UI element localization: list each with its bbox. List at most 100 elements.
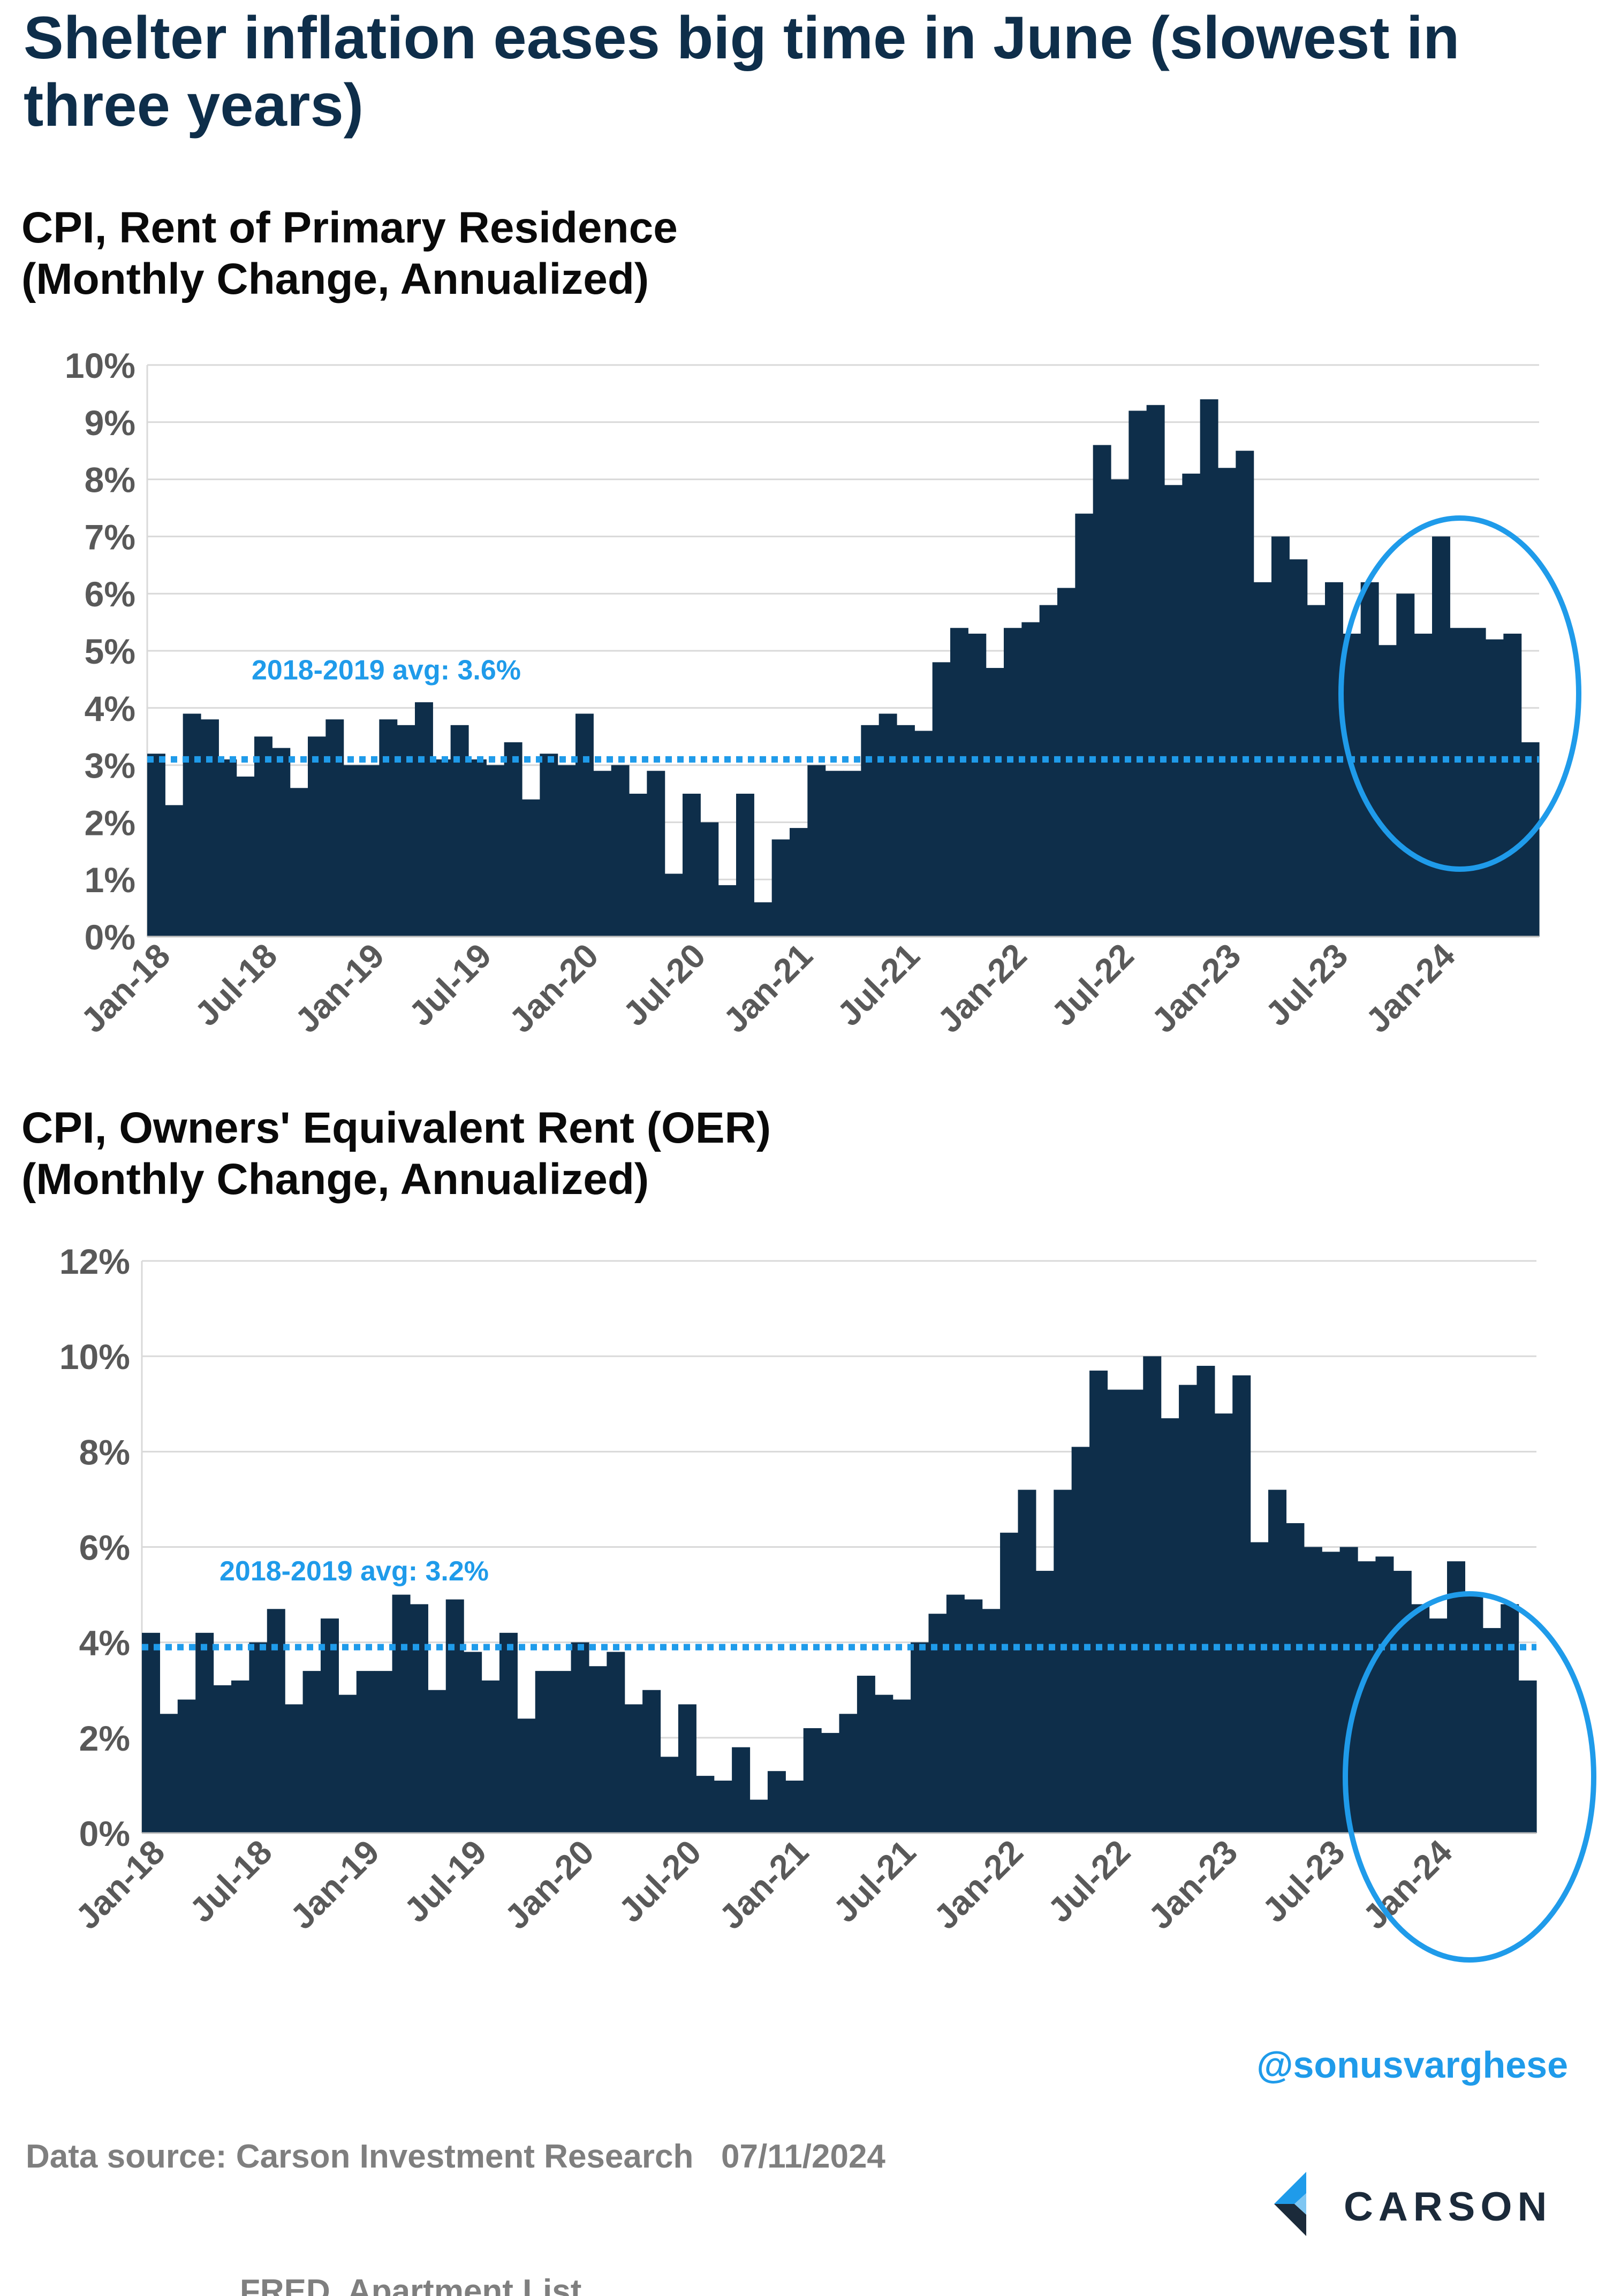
bar <box>160 1714 178 1833</box>
bar <box>1447 1561 1466 1833</box>
bar <box>1482 1628 1501 1833</box>
bar <box>950 628 968 937</box>
bar <box>754 902 773 937</box>
chart-title-rent-line-2: (Monthly Change, Annualized) <box>21 255 649 303</box>
bar <box>647 771 665 937</box>
headline: Shelter inflation eases big time in June… <box>24 4 1460 139</box>
bar <box>183 713 201 937</box>
bar <box>1393 1571 1412 1833</box>
bar <box>1164 485 1183 937</box>
bar <box>428 1690 446 1833</box>
bar <box>678 1704 696 1833</box>
bar <box>1304 1547 1322 1833</box>
bar <box>982 1609 1001 1833</box>
y-tick-label: 1% <box>85 860 135 900</box>
bar <box>165 805 184 937</box>
bar <box>1089 1370 1108 1833</box>
x-tick-label-text: Jul-19 <box>402 936 499 1033</box>
bar <box>1429 1618 1448 1833</box>
x-tick-label-text: Jul-23 <box>1255 1833 1352 1930</box>
bar <box>1322 1552 1340 1833</box>
y-tick-label: 2% <box>85 803 135 842</box>
bar <box>1396 594 1415 937</box>
x-tick-label-text: Jul-20 <box>616 936 713 1033</box>
twitter-handle[interactable]: @sonusvarghese <box>1256 2044 1568 2086</box>
bar <box>696 1776 715 1833</box>
bar <box>732 1747 751 1833</box>
x-tick-label-text: Jul-20 <box>611 1833 709 1930</box>
x-tick-label: Jan-20 <box>502 936 605 1040</box>
bar <box>1214 1413 1233 1833</box>
bar <box>1286 1523 1305 1833</box>
bar <box>736 794 754 937</box>
bar <box>236 776 255 937</box>
bar <box>785 1781 804 1833</box>
bar <box>142 1632 160 1833</box>
bar <box>1200 399 1218 937</box>
bar <box>878 713 897 937</box>
bar <box>1486 639 1504 937</box>
y-tick-label: 6% <box>79 1528 130 1568</box>
bar <box>517 1719 536 1833</box>
bar <box>571 1642 589 1833</box>
bar <box>1432 536 1450 937</box>
x-tick-label-text: Jul-22 <box>1044 936 1141 1033</box>
bar <box>821 1732 840 1833</box>
x-tick-label: Jul-18 <box>187 936 285 1033</box>
bar <box>1107 1389 1126 1833</box>
bar <box>1250 1542 1269 1833</box>
bar <box>1307 605 1326 937</box>
bar <box>1518 1680 1537 1833</box>
bar <box>374 1671 393 1833</box>
bar <box>1465 1594 1483 1833</box>
y-tick-label: 8% <box>79 1432 130 1472</box>
x-tick-label: Jan-24 <box>1358 936 1463 1040</box>
bar <box>803 1728 822 1833</box>
x-tick-label-text: Jan-24 <box>1358 936 1463 1040</box>
x-tick-label-text: Jul-21 <box>830 936 927 1033</box>
bar <box>593 771 612 937</box>
bar <box>575 713 594 937</box>
bar <box>642 1690 661 1833</box>
y-tick-label: 5% <box>85 632 135 671</box>
bar <box>914 731 933 937</box>
y-tick-label: 3% <box>85 746 135 786</box>
bar <box>410 1604 428 1833</box>
bar <box>356 1671 375 1833</box>
bar <box>683 794 701 937</box>
carson-logo-icon <box>1274 2172 1306 2236</box>
chart-title-oer-line-2: (Monthly Change, Annualized) <box>21 1155 649 1204</box>
bar <box>1071 1447 1090 1833</box>
bar <box>1179 1385 1198 1833</box>
bar <box>540 754 558 937</box>
bar <box>624 1704 643 1833</box>
x-tick-label-text: Jan-21 <box>716 936 820 1040</box>
bar <box>1271 536 1290 937</box>
y-tick-label: 2% <box>79 1719 130 1758</box>
highlight-circle <box>1343 1591 1596 1963</box>
bar <box>481 1680 500 1833</box>
x-tick-label-text: Jan-19 <box>287 936 391 1040</box>
bar <box>807 765 826 937</box>
x-tick-label-text: Jan-21 <box>712 1833 816 1936</box>
y-tick-label: 4% <box>79 1623 130 1663</box>
x-tick-label: Jul-21 <box>830 936 927 1033</box>
bar <box>249 1642 268 1833</box>
x-tick-label-text: Jul-18 <box>182 1833 279 1930</box>
bar <box>611 765 630 937</box>
bar <box>343 765 362 937</box>
bar <box>361 765 380 937</box>
bar <box>557 765 576 937</box>
bar <box>1182 473 1201 937</box>
data-source: Data source: Carson Investment Research … <box>26 2044 885 2296</box>
bar <box>499 1632 518 1833</box>
rent-chart: 0%1%2%3%4%5%6%7%8%9%10%Jan-18 Jul-18 Jan-1… <box>65 346 1581 1040</box>
x-tick-label: Jul-20 <box>611 1833 709 1930</box>
bar <box>1379 645 1397 937</box>
bar <box>1411 1604 1430 1833</box>
y-tick-label: 9% <box>85 403 135 443</box>
x-tick-label: Jan-19 <box>287 936 391 1040</box>
data-source-line-2: FRED, Apartment List <box>240 2273 582 2296</box>
bar <box>1467 628 1486 937</box>
bar <box>1111 479 1129 937</box>
